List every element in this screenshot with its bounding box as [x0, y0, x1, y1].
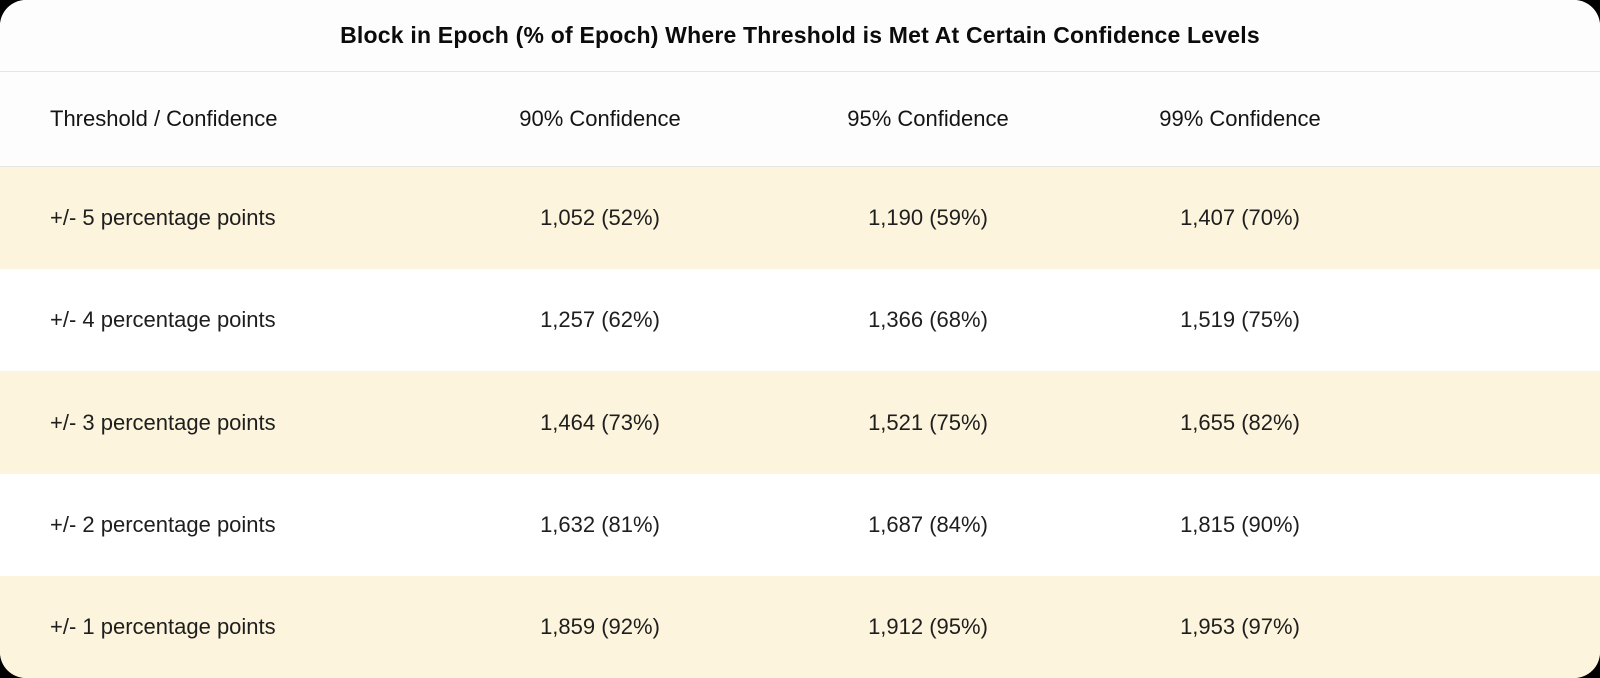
cell-95-confidence: 1,912 (95%): [868, 613, 988, 639]
cell-90-confidence: 1,257 (62%): [540, 307, 660, 333]
table-header-row: Threshold / Confidence 90% Confidence 95…: [0, 72, 1600, 167]
cell-90-confidence: 1,632 (81%): [540, 511, 660, 537]
cell-99-confidence: 1,953 (97%): [1180, 613, 1300, 639]
row-label: +/- 5 percentage points: [50, 205, 276, 231]
table-row: +/- 4 percentage points 1,257 (62%) 1,36…: [0, 269, 1600, 372]
cell-95-confidence: 1,366 (68%): [868, 307, 988, 333]
cell-95-confidence: 1,190 (59%): [868, 205, 988, 231]
column-header-95-confidence: 95% Confidence: [847, 106, 1009, 131]
table-row: +/- 5 percentage points 1,052 (52%) 1,19…: [0, 167, 1600, 270]
column-header-99-confidence: 99% Confidence: [1159, 106, 1321, 131]
column-header-90-confidence: 90% Confidence: [519, 106, 681, 131]
column-header-threshold: Threshold / Confidence: [50, 106, 278, 131]
cell-99-confidence: 1,519 (75%): [1180, 307, 1300, 333]
row-label: +/- 2 percentage points: [50, 511, 276, 537]
cell-90-confidence: 1,464 (73%): [540, 409, 660, 435]
table-row: +/- 2 percentage points 1,632 (81%) 1,68…: [0, 473, 1600, 576]
table-row: +/- 3 percentage points 1,464 (73%) 1,52…: [0, 371, 1600, 474]
cell-90-confidence: 1,859 (92%): [540, 613, 660, 639]
row-label: +/- 1 percentage points: [50, 613, 276, 639]
table-body: +/- 5 percentage points 1,052 (52%) 1,19…: [0, 167, 1600, 678]
cell-99-confidence: 1,407 (70%): [1180, 205, 1300, 231]
cell-95-confidence: 1,687 (84%): [868, 511, 988, 537]
row-label: +/- 4 percentage points: [50, 307, 276, 333]
row-label: +/- 3 percentage points: [50, 409, 276, 435]
cell-90-confidence: 1,052 (52%): [540, 205, 660, 231]
table-row: +/- 1 percentage points 1,859 (92%) 1,91…: [0, 575, 1600, 678]
cell-99-confidence: 1,655 (82%): [1180, 409, 1300, 435]
table-title: Block in Epoch (% of Epoch) Where Thresh…: [0, 0, 1600, 72]
cell-95-confidence: 1,521 (75%): [868, 409, 988, 435]
cell-99-confidence: 1,815 (90%): [1180, 511, 1300, 537]
